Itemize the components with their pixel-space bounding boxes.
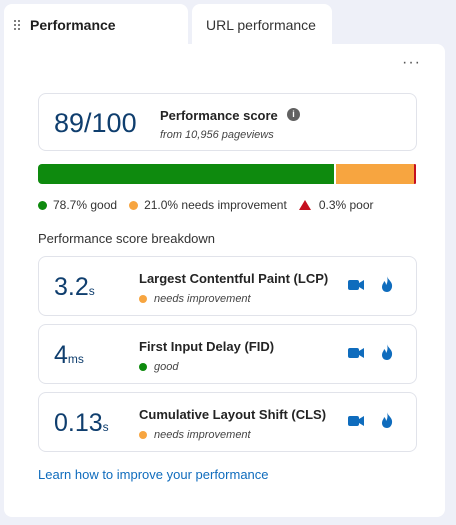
needs-improvement-dot-icon (129, 200, 139, 210)
metric-value: 4ms (54, 341, 84, 369)
metric-value: 0.13s (54, 409, 109, 437)
metric-status: needs improvement (139, 429, 251, 441)
metric-status: needs improvement (139, 293, 251, 305)
legend-poor: 0.3% poor (298, 198, 374, 212)
tab-label: URL performance (206, 17, 316, 33)
status-dot-icon (139, 363, 147, 371)
flame-icon[interactable] (380, 412, 394, 428)
video-camera-icon[interactable] (348, 347, 364, 359)
performance-score-value: 89/100 (54, 108, 137, 138)
status-dot-icon (139, 295, 147, 303)
performance-score-card: 89/100 Performance score i from 10,956 p… (38, 93, 417, 151)
more-options-button[interactable]: ··· (402, 54, 421, 71)
bar-segment-good (38, 164, 334, 184)
bar-segment-needs-improvement (336, 164, 414, 184)
video-camera-icon[interactable] (348, 279, 364, 291)
flame-icon[interactable] (380, 276, 394, 292)
metric-card-lcp: 3.2s Largest Contentful Paint (LCP) need… (38, 256, 417, 316)
metric-status: good (139, 361, 178, 373)
info-icon[interactable]: i (287, 108, 300, 121)
tab-url-performance[interactable]: URL performance (192, 4, 332, 46)
metric-card-fid: 4ms First Input Delay (FID) good (38, 324, 417, 384)
pageviews-subtitle: from 10,956 pageviews (160, 129, 274, 141)
status-dot-icon (139, 431, 147, 439)
legend-good-label: 78.7% good (53, 198, 118, 212)
distribution-legend: 78.7% good 21.0% needs improvement 0.3% … (38, 198, 386, 212)
breakdown-title: Performance score breakdown (38, 231, 216, 246)
drag-handle-icon[interactable] (14, 20, 22, 32)
bar-segment-poor (414, 164, 416, 184)
metric-value: 3.2s (54, 273, 95, 301)
metric-name: Largest Contentful Paint (LCP) (139, 271, 329, 286)
video-camera-icon[interactable] (348, 415, 364, 427)
performance-score-label: Performance score (160, 108, 278, 123)
metric-name: First Input Delay (FID) (139, 339, 275, 354)
performance-panel: ··· 89/100 Performance score i from 10,9… (4, 44, 445, 517)
tab-performance-overview[interactable]: Performance overview (4, 4, 188, 75)
legend-needs-improvement: 21.0% needs improvement (129, 198, 287, 212)
legend-poor-label: 0.3% poor (318, 198, 374, 212)
metric-card-cls: 0.13s Cumulative Layout Shift (CLS) need… (38, 392, 417, 452)
score-distribution-bar (38, 164, 418, 184)
metric-name: Cumulative Layout Shift (CLS) (139, 407, 327, 422)
learn-more-link[interactable]: Learn how to improve your performance (38, 467, 269, 482)
good-dot-icon (38, 200, 47, 210)
legend-good: 78.7% good (38, 198, 117, 212)
flame-icon[interactable] (380, 344, 394, 360)
legend-needs-improvement-label: 21.0% needs improvement (144, 198, 287, 212)
warning-triangle-icon (298, 200, 311, 210)
